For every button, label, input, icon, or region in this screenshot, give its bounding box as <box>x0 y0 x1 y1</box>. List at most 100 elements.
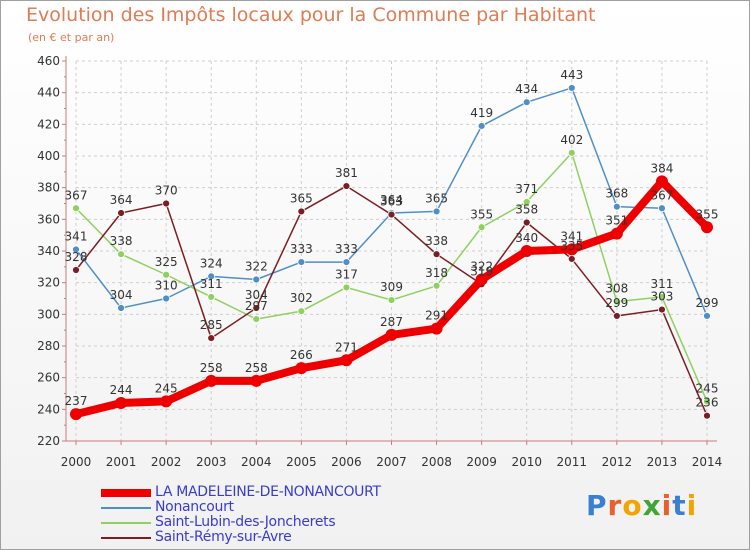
data-point <box>655 175 668 188</box>
data-label: 244 <box>110 383 133 397</box>
x-tick-label: 2006 <box>331 455 362 469</box>
x-tick-label: 2007 <box>376 455 407 469</box>
data-point <box>252 304 261 312</box>
legend-label-saint-lubin: Saint-Lubin-des-Joncherets <box>155 514 336 530</box>
legend-label-nonancourt: Nonancourt <box>155 499 234 515</box>
data-label: 365 <box>425 191 448 205</box>
data-label: 338 <box>110 234 133 248</box>
series-1 <box>72 148 711 406</box>
data-label: 371 <box>515 182 538 196</box>
data-label: 297 <box>245 299 268 313</box>
data-point <box>162 270 171 279</box>
x-tick-label: 2001 <box>106 455 137 469</box>
data-label: 308 <box>605 282 628 296</box>
data-point <box>340 354 353 367</box>
x-tick-label: 2013 <box>647 455 678 469</box>
data-point <box>475 273 488 286</box>
x-tick-label: 2002 <box>151 455 182 469</box>
data-label: 367 <box>650 188 673 202</box>
chart-title: Evolution des Impôts locaux pour la Comm… <box>26 4 596 26</box>
logo-letter: x <box>642 489 662 522</box>
data-point <box>342 283 351 292</box>
data-label: 402 <box>560 133 583 147</box>
data-label: 338 <box>425 234 448 248</box>
data-label: 419 <box>470 106 493 120</box>
data-point <box>207 293 216 301</box>
data-label: 322 <box>245 260 268 274</box>
data-label: 258 <box>245 361 268 375</box>
logo-letter: r <box>607 489 623 522</box>
data-point <box>520 245 533 257</box>
data-label: 304 <box>245 288 268 302</box>
data-label: 236 <box>696 396 719 410</box>
data-point <box>658 293 666 301</box>
data-label: 324 <box>200 256 223 270</box>
data-label: 299 <box>696 296 719 310</box>
data-label: 317 <box>335 267 358 281</box>
data-point <box>522 218 531 227</box>
axes <box>62 56 717 445</box>
y-tick-label: 300 <box>37 307 60 321</box>
data-point <box>295 362 308 375</box>
data-label: 311 <box>650 277 673 291</box>
data-label: 287 <box>380 315 403 329</box>
data-point <box>72 245 80 254</box>
data-label: 311 <box>200 277 223 291</box>
data-point <box>432 207 441 216</box>
data-label: 355 <box>470 207 493 221</box>
data-label: 368 <box>605 187 628 201</box>
data-point <box>162 294 171 303</box>
series-3 <box>70 175 713 421</box>
data-point <box>432 250 441 259</box>
data-label: 365 <box>290 191 313 205</box>
data-label: 319 <box>470 264 493 278</box>
data-label: 358 <box>515 203 538 217</box>
x-tick-label: 2009 <box>466 455 497 469</box>
data-label: 245 <box>155 381 178 395</box>
data-label: 367 <box>65 188 88 202</box>
data-labels: 341 304 310 324 322 333 333 364 365 419 434 443 368 3… <box>65 68 719 410</box>
y-tick-label: 460 <box>37 54 60 68</box>
logo-letter: t <box>672 489 687 522</box>
data-point <box>703 397 711 406</box>
data-point <box>703 411 711 420</box>
data-point <box>567 148 576 157</box>
logo-letter: o <box>622 489 643 522</box>
data-point <box>387 296 396 304</box>
data-label: 384 <box>650 161 673 175</box>
data-point <box>342 258 351 266</box>
data-label: 266 <box>290 348 313 362</box>
x-tick-label: 2003 <box>196 455 227 469</box>
data-point <box>72 266 80 274</box>
data-point <box>72 204 80 213</box>
legend-label-saint-remy: Saint-Rémy-sur-Avre <box>155 529 292 545</box>
legend-swatch-madeleine <box>101 489 151 497</box>
data-label: 303 <box>650 290 673 304</box>
data-label: 285 <box>200 318 223 332</box>
data-point <box>252 275 261 284</box>
series-group <box>70 84 713 421</box>
data-label: 304 <box>110 288 133 302</box>
y-tick-label: 240 <box>37 402 60 416</box>
data-label: 364 <box>110 193 133 207</box>
data-label: 340 <box>515 231 538 245</box>
x-tick-label: 2014 <box>692 455 723 469</box>
data-label: 351 <box>605 214 628 228</box>
data-label: 434 <box>515 82 538 96</box>
data-point <box>703 312 711 320</box>
data-point <box>207 272 216 281</box>
data-point <box>612 297 621 306</box>
data-point <box>522 98 531 107</box>
data-label: 318 <box>425 266 448 280</box>
data-label: 328 <box>65 250 88 264</box>
data-point <box>610 227 623 240</box>
data-label: 291 <box>425 309 448 323</box>
data-point <box>250 374 263 387</box>
y-tick-label: 360 <box>37 212 60 226</box>
tick-labels: 220 240 260 280 300 320 340 360 380 400 420 440 460 2… <box>37 54 722 469</box>
x-tick-label: 2000 <box>61 455 92 469</box>
y-tick-label: 260 <box>37 371 60 385</box>
data-label: 363 <box>380 195 403 209</box>
data-label: 443 <box>560 68 583 82</box>
